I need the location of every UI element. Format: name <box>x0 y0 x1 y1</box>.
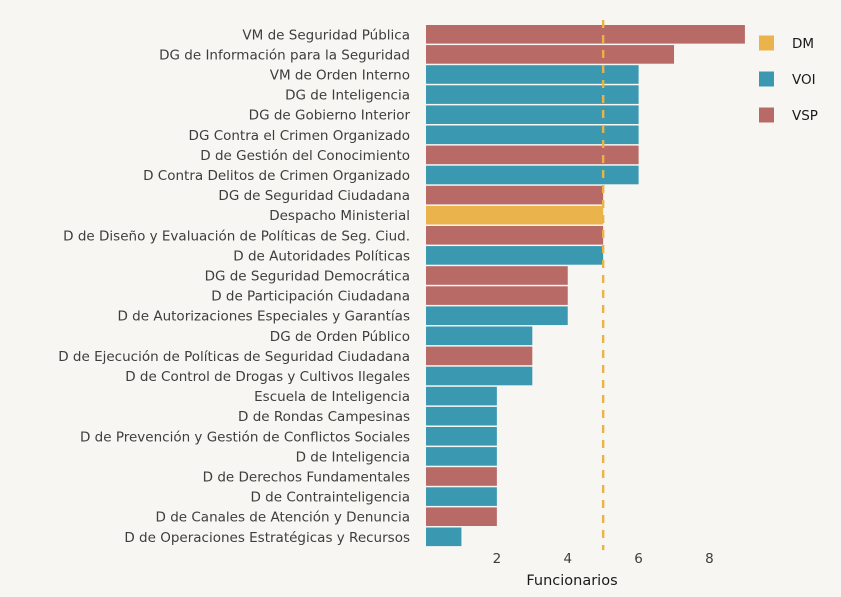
category-label: DG de Seguridad Ciudadana <box>218 188 410 204</box>
bar <box>426 266 568 285</box>
bar <box>426 125 639 145</box>
category-label: D de Diseño y Evaluación de Políticas de… <box>63 228 410 244</box>
category-label: D de Rondas Campesinas <box>238 409 410 425</box>
category-label: D de Control de Drogas y Cultivos Ilegal… <box>125 369 410 385</box>
category-label: D de Prevención y Gestión de Conflictos … <box>80 429 410 445</box>
category-label: D de Participación Ciudadana <box>211 289 410 305</box>
bar <box>426 326 533 346</box>
bar <box>426 226 604 245</box>
legend-swatch <box>759 35 774 51</box>
category-label: D de Derechos Fundamentales <box>203 470 410 486</box>
bar <box>426 105 639 124</box>
bars-layer <box>426 25 745 547</box>
category-label: DG de Orden Público <box>270 329 410 345</box>
category-label: DG de Información para la Seguridad <box>159 47 410 63</box>
x-axis-title: Funcionarios <box>526 573 617 589</box>
category-label: VM de Seguridad Pública <box>242 27 410 43</box>
bar <box>426 145 639 165</box>
bar <box>426 45 675 64</box>
category-label: D de Inteligencia <box>296 449 410 465</box>
x-tick-label: 4 <box>563 551 572 567</box>
category-label: D Contra Delitos de Crimen Organizado <box>143 168 410 184</box>
legend-label: VSP <box>792 108 818 124</box>
bar <box>426 427 497 446</box>
category-label: D de Autorizaciones Especiales y Garantí… <box>118 309 411 325</box>
category-label: D de Operaciones Estratégicas y Recursos <box>124 530 410 546</box>
category-label: D de Contrainteligencia <box>251 490 411 506</box>
x-tick-label: 6 <box>634 551 643 567</box>
category-label: D de Gestión del Conocimiento <box>200 148 410 164</box>
bar <box>426 25 745 44</box>
bar <box>426 386 497 406</box>
bar <box>426 85 639 104</box>
bar <box>426 447 497 466</box>
bar <box>426 286 568 305</box>
category-label: D de Autoridades Políticas <box>233 248 410 264</box>
bar <box>426 507 497 526</box>
bar <box>426 65 639 84</box>
bar <box>426 346 533 366</box>
category-label: Escuela de Inteligencia <box>254 389 410 405</box>
bar <box>426 467 497 486</box>
bar <box>426 205 604 225</box>
x-tick-label: 8 <box>705 551 714 567</box>
category-label: DG de Gobierno Interior <box>249 108 411 124</box>
category-label: D de Canales de Atención y Denuncia <box>156 510 410 526</box>
category-label: VM de Orden Interno <box>270 68 410 84</box>
bar <box>426 185 604 205</box>
bar <box>426 165 639 185</box>
legend-swatch <box>759 71 774 87</box>
legend-label: DM <box>792 36 814 52</box>
category-label: DG Contra el Crimen Organizado <box>189 128 410 144</box>
category-label: D de Ejecución de Políticas de Seguridad… <box>58 349 410 365</box>
category-labels: VM de Seguridad Pública DG de Información… <box>58 27 411 546</box>
x-tick-label: 2 <box>493 551 502 567</box>
x-axis-ticks: 2 4 6 8 <box>493 551 714 567</box>
bar <box>426 246 604 265</box>
category-label: Despacho Ministerial <box>269 208 410 224</box>
bar <box>426 366 533 386</box>
bar <box>426 487 497 506</box>
legend: DM VOI VSP <box>759 35 818 124</box>
legend-label: VOI <box>792 72 816 88</box>
legend-swatch <box>759 107 774 123</box>
bar <box>426 527 462 547</box>
bar <box>426 306 568 325</box>
bar <box>426 406 497 426</box>
category-label: DG de Seguridad Democrática <box>205 269 410 285</box>
category-label: DG de Inteligencia <box>285 88 410 104</box>
